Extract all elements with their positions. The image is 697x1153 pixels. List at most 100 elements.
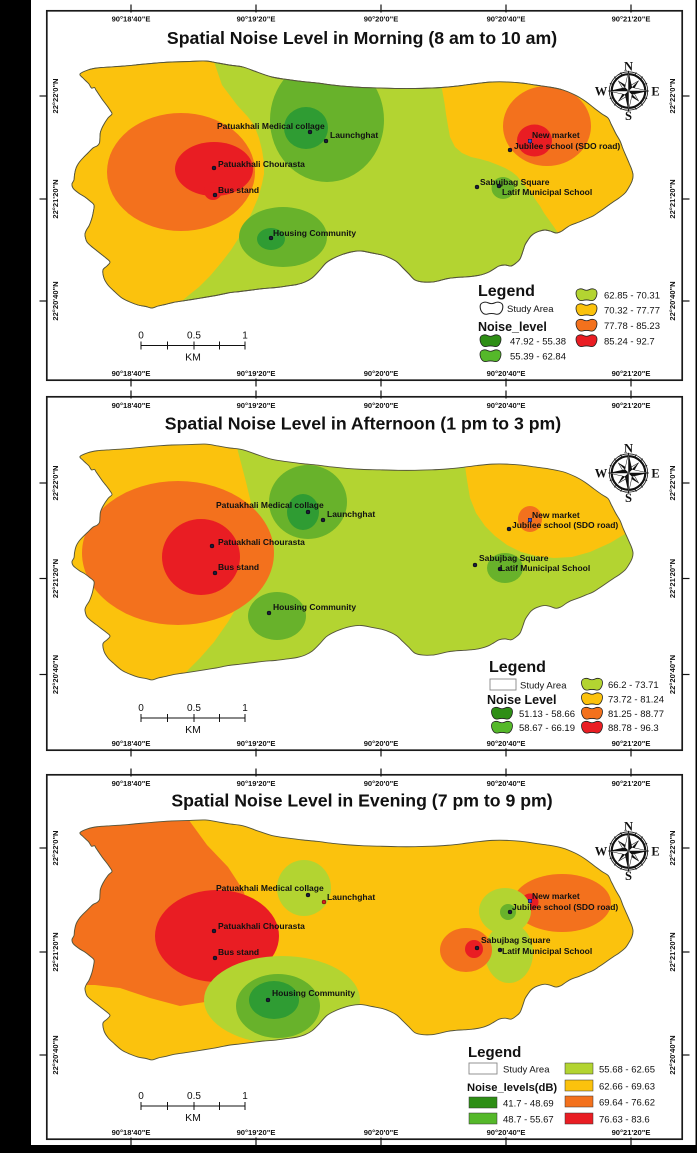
svg-text:22°21'20"N: 22°21'20"N [668, 179, 677, 218]
svg-text:90°21'20"E: 90°21'20"E [612, 739, 651, 748]
svg-text:Spatial Noise Level in Evening: Spatial Noise Level in Evening (7 pm to … [171, 791, 552, 811]
svg-text:90°19'20"E: 90°19'20"E [237, 15, 276, 24]
svg-text:76.63 - 83.6: 76.63 - 83.6 [599, 1115, 650, 1126]
svg-text:22°20'40"N: 22°20'40"N [668, 655, 677, 694]
svg-text:Noise_level: Noise_level [478, 320, 547, 334]
svg-text:90°20'0"E: 90°20'0"E [364, 1128, 399, 1137]
svg-text:90°19'20"E: 90°19'20"E [237, 369, 276, 378]
svg-text:Patuakhali Medical collage: Patuakhali Medical collage [217, 121, 325, 131]
svg-text:90°20'0"E: 90°20'0"E [364, 369, 399, 378]
svg-text:90°20'40"E: 90°20'40"E [487, 15, 526, 24]
svg-text:Bus stand: Bus stand [218, 185, 259, 195]
svg-text:22°22'0"N: 22°22'0"N [51, 465, 60, 500]
svg-text:22°22'0"N: 22°22'0"N [668, 830, 677, 865]
svg-text:90°19'20"E: 90°19'20"E [237, 779, 276, 788]
svg-text:69.64 - 76.62: 69.64 - 76.62 [599, 1098, 655, 1109]
svg-text:90°21'20"E: 90°21'20"E [612, 15, 651, 24]
svg-text:Spatial Noise Level in Afterno: Spatial Noise Level in Afternoon (1 pm t… [165, 414, 561, 434]
svg-text:22°22'0"N: 22°22'0"N [51, 78, 60, 113]
svg-text:90°18'40"E: 90°18'40"E [112, 779, 151, 788]
svg-text:22°22'0"N: 22°22'0"N [668, 78, 677, 113]
svg-text:Sabujbag Square: Sabujbag Square [479, 553, 549, 563]
svg-text:48.7 - 55.67: 48.7 - 55.67 [503, 1115, 554, 1126]
svg-text:Sabujbag Square: Sabujbag Square [480, 177, 550, 187]
svg-text:Patuakhali Chourasta: Patuakhali Chourasta [218, 159, 305, 169]
svg-text:Legend: Legend [489, 659, 546, 676]
svg-text:90°21'20"E: 90°21'20"E [612, 369, 651, 378]
svg-text:90°20'40"E: 90°20'40"E [487, 369, 526, 378]
svg-text:Noise_levels(dB): Noise_levels(dB) [467, 1082, 557, 1094]
svg-text:73.72 - 81.24: 73.72 - 81.24 [608, 695, 664, 706]
svg-text:41.7 - 48.69: 41.7 - 48.69 [503, 1099, 554, 1110]
svg-text:Spatial Noise Level in Morning: Spatial Noise Level in Morning (8 am to … [167, 28, 557, 48]
svg-text:22°21'20"N: 22°21'20"N [668, 932, 677, 971]
svg-text:81.25 - 88.77: 81.25 - 88.77 [608, 709, 664, 720]
svg-text:90°21'20"E: 90°21'20"E [612, 1128, 651, 1137]
svg-text:Latif Municipal School: Latif Municipal School [502, 187, 592, 197]
svg-text:Bus stand: Bus stand [218, 947, 259, 957]
svg-text:22°20'40"N: 22°20'40"N [51, 1035, 60, 1074]
svg-text:22°20'40"N: 22°20'40"N [51, 655, 60, 694]
svg-text:Study Area: Study Area [503, 1065, 550, 1076]
svg-text:Study Area: Study Area [520, 681, 567, 692]
svg-text:55.39 - 62.84: 55.39 - 62.84 [510, 352, 566, 363]
svg-text:Launchghat: Launchghat [327, 509, 375, 519]
svg-text:22°20'40"N: 22°20'40"N [668, 281, 677, 320]
svg-text:New market: New market [532, 891, 580, 901]
svg-text:90°20'40"E: 90°20'40"E [487, 401, 526, 410]
svg-text:Patuakhali Medical collage: Patuakhali Medical collage [216, 500, 324, 510]
svg-text:22°21'20"N: 22°21'20"N [51, 559, 60, 598]
svg-text:Launchghat: Launchghat [327, 892, 375, 902]
svg-text:Jubilee school (SDO road): Jubilee school (SDO road) [514, 141, 620, 151]
svg-text:New market: New market [532, 510, 580, 520]
svg-text:Bus stand: Bus stand [218, 562, 259, 572]
svg-text:22°21'20"N: 22°21'20"N [51, 932, 60, 971]
svg-text:Latif Municipal School: Latif Municipal School [500, 563, 590, 573]
svg-text:Latif Municipal School: Latif Municipal School [502, 946, 592, 956]
svg-text:Patuakhali Medical collage: Patuakhali Medical collage [216, 883, 324, 893]
svg-text:66.2 - 73.71: 66.2 - 73.71 [608, 680, 659, 691]
svg-text:Study Area: Study Area [507, 304, 554, 315]
svg-text:Legend: Legend [468, 1044, 521, 1061]
svg-text:22°20'40"N: 22°20'40"N [668, 1035, 677, 1074]
svg-text:90°18'40"E: 90°18'40"E [112, 1128, 151, 1137]
svg-text:Housing Community: Housing Community [273, 602, 356, 612]
svg-text:90°20'40"E: 90°20'40"E [487, 1128, 526, 1137]
svg-text:Legend: Legend [478, 283, 535, 300]
svg-text:New market: New market [532, 130, 580, 140]
svg-text:47.92 - 55.38: 47.92 - 55.38 [510, 337, 566, 348]
svg-text:90°20'0"E: 90°20'0"E [364, 739, 399, 748]
svg-text:22°22'0"N: 22°22'0"N [668, 465, 677, 500]
svg-text:Housing Community: Housing Community [272, 988, 355, 998]
svg-text:70.32 - 77.77: 70.32 - 77.77 [604, 306, 660, 317]
svg-text:90°19'20"E: 90°19'20"E [237, 1128, 276, 1137]
svg-text:90°18'40"E: 90°18'40"E [112, 401, 151, 410]
svg-text:90°18'40"E: 90°18'40"E [112, 739, 151, 748]
svg-text:62.85 - 70.31: 62.85 - 70.31 [604, 291, 660, 302]
svg-text:90°19'20"E: 90°19'20"E [237, 739, 276, 748]
svg-text:51.13 - 58.66: 51.13 - 58.66 [519, 709, 575, 720]
svg-text:55.68 - 62.65: 55.68 - 62.65 [599, 1065, 655, 1076]
svg-text:90°18'40"E: 90°18'40"E [112, 15, 151, 24]
svg-text:90°18'40"E: 90°18'40"E [112, 369, 151, 378]
svg-text:90°20'40"E: 90°20'40"E [487, 739, 526, 748]
svg-text:Sabujbag Square: Sabujbag Square [481, 935, 551, 945]
svg-text:77.78 - 85.23: 77.78 - 85.23 [604, 321, 660, 332]
svg-text:62.66 - 69.63: 62.66 - 69.63 [599, 1082, 655, 1093]
svg-text:85.24 - 92.7: 85.24 - 92.7 [604, 337, 655, 348]
svg-text:Jubilee school (SDO road): Jubilee school (SDO road) [512, 520, 618, 530]
svg-text:58.67 - 66.19: 58.67 - 66.19 [519, 723, 575, 734]
svg-text:90°21'20"E: 90°21'20"E [612, 401, 651, 410]
svg-text:88.78 - 96.3: 88.78 - 96.3 [608, 723, 659, 734]
svg-text:22°20'40"N: 22°20'40"N [51, 281, 60, 320]
svg-text:Housing Community: Housing Community [273, 228, 356, 238]
svg-text:90°20'0"E: 90°20'0"E [364, 779, 399, 788]
svg-text:90°21'20"E: 90°21'20"E [612, 779, 651, 788]
svg-text:Jubilee school (SDO road): Jubilee school (SDO road) [512, 902, 618, 912]
svg-text:Launchghat: Launchghat [330, 130, 378, 140]
svg-text:22°22'0"N: 22°22'0"N [51, 830, 60, 865]
svg-text:Patuakhali Chourasta: Patuakhali Chourasta [218, 537, 305, 547]
svg-text:90°20'40"E: 90°20'40"E [487, 779, 526, 788]
svg-text:90°19'20"E: 90°19'20"E [237, 401, 276, 410]
svg-text:22°21'20"N: 22°21'20"N [668, 559, 677, 598]
